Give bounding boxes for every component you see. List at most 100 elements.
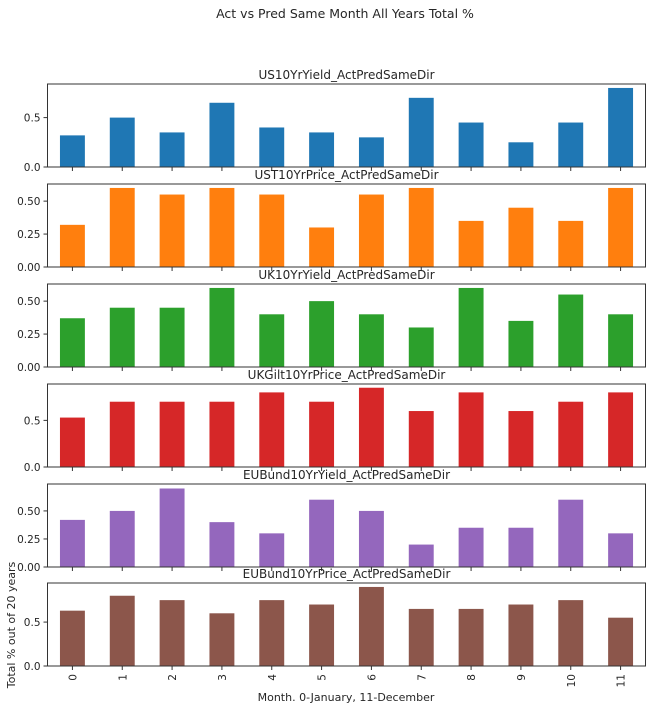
bar [259,194,285,267]
subplot-title: EUBund10YrPrice_ActPredSameDir [243,567,451,581]
bar [608,314,634,367]
bar [608,187,634,267]
x-tick-label: 1 [117,674,129,681]
bar [259,600,285,666]
bar [309,301,335,367]
subplot-2: 0.00 0.25 0.50 UK10YrYield_ActPredSameDir [17,268,646,374]
bar [508,207,534,267]
y-tick-label: 0.5 [24,415,41,427]
bar [59,135,85,167]
bar [608,533,634,567]
bar [209,287,235,367]
bar [259,127,285,167]
y-tick-label: 0.0 [24,661,41,673]
bar [508,320,534,367]
bar [159,307,185,367]
y-tick-label: 0.00 [17,262,40,274]
bar [358,586,384,666]
y-axis-label: Total % out of 20 years [5,561,18,689]
bar [159,600,185,666]
bar [358,137,384,167]
x-tick-label: 6 [366,674,378,681]
bar [458,527,484,567]
bar [408,544,434,567]
bar [558,499,584,567]
bar [508,527,534,567]
y-tick-label: 0.0 [24,162,41,174]
bar [408,327,434,367]
bar [209,522,235,567]
y-tick-label: 0.00 [17,362,40,374]
bar [109,307,135,367]
bar [558,401,584,467]
bar [59,519,85,567]
subplot-3: 0.0 0.5 UKGilt10YrPrice_ActPredSameDir [24,368,646,474]
bar [408,608,434,666]
bar [458,220,484,267]
bar [309,401,335,467]
bar [608,617,634,666]
bar [309,604,335,666]
bar [309,499,335,567]
x-tick-label: 9 [516,674,528,681]
bar [159,194,185,267]
subplot-5: 0.0 0.5 0 1 2 3 4 5 6 7 8 9 10 11 EUBund10YrPrice_ActP… [24,567,646,687]
bar [358,510,384,567]
bar [109,187,135,267]
x-tick-label: 2 [167,674,179,681]
y-tick-label: 0.25 [17,329,40,341]
subplot-title: EUBund10YrYield_ActPredSameDir [243,468,450,482]
subplot-title: US10YrYield_ActPredSameDir [258,68,434,82]
chart-title: Act vs Pred Same Month All Years Total % [216,6,474,21]
y-tick-label: 0.5 [24,113,41,125]
bar [408,411,434,467]
bar [109,595,135,666]
subplot-1: 0.00 0.25 0.50 UST10YrPrice_ActPredSameDir [17,168,646,274]
bar [508,604,534,666]
subplot-0: 0.0 0.5 US10YrYield_ActPredSameDir [24,68,646,174]
bar [458,392,484,467]
bar [109,117,135,167]
bar [209,102,235,167]
bar [309,227,335,267]
bar [358,194,384,267]
bar [358,387,384,467]
subplot-title: UK10YrYield_ActPredSameDir [258,268,434,282]
y-tick-label: 0.5 [24,617,41,629]
axes-frame [47,283,646,368]
x-tick-label: 3 [217,674,229,681]
axes-frame [47,582,646,667]
y-tick-label: 0.25 [17,229,40,241]
bar [558,220,584,267]
y-tick-label: 0.50 [17,506,40,518]
bar [209,401,235,467]
x-tick-label: 11 [616,674,628,687]
y-tick-label: 0.50 [17,296,40,308]
axes-frame [47,483,646,568]
bar [59,417,85,467]
bar [109,401,135,467]
subplots-container: 0.0 0.5 US10YrYield_ActPredSameDir 0.00 0.25… [17,68,646,687]
bar [408,97,434,167]
bar [608,392,634,467]
bar [59,318,85,367]
bar [309,132,335,167]
y-tick-label: 0.0 [24,462,41,474]
x-tick-label: 7 [416,674,428,681]
x-tick-label: 4 [267,674,279,681]
bar [259,314,285,367]
bar [458,608,484,666]
bar [408,187,434,267]
x-axis-label: Month. 0-January, 11-December [258,691,435,704]
axes-frame [47,183,646,268]
y-tick-label: 0.25 [17,534,40,546]
bar [209,613,235,666]
bar [358,314,384,367]
bar [159,488,185,567]
bar [109,510,135,567]
bar [508,142,534,167]
bar [458,122,484,167]
bar [608,87,634,167]
bar [259,533,285,567]
